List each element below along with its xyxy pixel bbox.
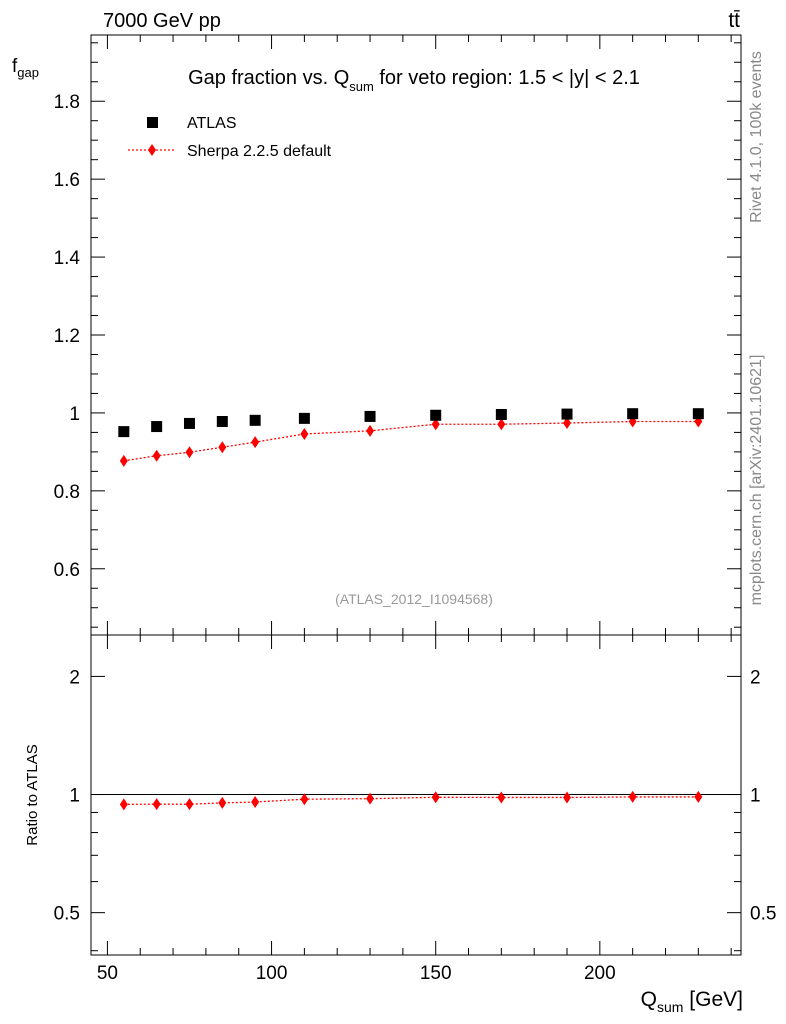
- atlas-point: [298, 412, 310, 424]
- rivet-version-label: Rivet 4.1.0, 100k events: [748, 51, 765, 223]
- atlas-point: [364, 410, 376, 422]
- energy-label: 7000 GeV pp: [103, 10, 221, 32]
- ratio-sherpa-point: [119, 798, 128, 811]
- sherpa-line: [123, 420, 699, 462]
- title-main: Gap fraction vs. Q: [188, 67, 349, 89]
- atlas-point: [692, 408, 704, 420]
- ratio-sherpa-point: [563, 791, 572, 804]
- ratio-y-tick-label-right: 1: [750, 786, 761, 807]
- ratio-y-tick-label-right: 0.5: [750, 904, 776, 925]
- main-y-tick-label: 0.6: [54, 560, 80, 581]
- sherpa-point: [497, 418, 506, 431]
- legend-sherpa-marker: [148, 144, 156, 156]
- legend-sherpa-label: Sherpa 2.2.5 default: [187, 143, 332, 160]
- analysis-tag: (ATLAS_2012_I1094568): [335, 591, 493, 607]
- xlabel-rest: [GeV]: [683, 988, 743, 1011]
- ratio-sherpa-point: [300, 793, 309, 806]
- ratio-y-tick-label: 2: [69, 667, 80, 688]
- atlas-point: [216, 415, 228, 427]
- atlas-point: [561, 408, 573, 420]
- atlas-point: [183, 417, 195, 429]
- ratio-sherpa-point: [431, 791, 440, 804]
- main-y-tick-label: 1: [69, 404, 80, 425]
- main-y-tick-label: 1.4: [54, 248, 81, 269]
- process-label: tt̄: [728, 9, 740, 32]
- ratio-y-tick-label: 0.5: [54, 904, 80, 925]
- ratio-y-tick-label-right: 2: [750, 667, 761, 688]
- legend-atlas-marker: [147, 117, 158, 128]
- sherpa-point: [431, 418, 440, 431]
- sherpa-point: [185, 446, 194, 459]
- sherpa-point: [563, 417, 572, 430]
- source-label: mcplots.cern.ch [arXiv:2401.10621]: [748, 355, 765, 606]
- atlas-point: [249, 414, 261, 426]
- main-y-tick-label: 1.2: [54, 326, 80, 347]
- ratio-sherpa-point: [628, 790, 637, 803]
- legend-atlas-label: ATLAS: [187, 115, 237, 132]
- atlas-point: [430, 409, 442, 421]
- ylabel-sub: gap: [17, 65, 39, 80]
- atlas-point: [151, 421, 163, 433]
- ratio-y-tick-label: 1: [69, 786, 80, 807]
- xlabel-sub: sum: [657, 999, 683, 1015]
- chart-marks: 50 100 150 200 0.6 0.8 1 1.2 1.4 1.6 1.8 0.5 0.5 1 1 2 2: [54, 35, 776, 984]
- main-title: Gap fraction vs. Qsum for veto region: 1…: [188, 67, 640, 94]
- sherpa-point: [251, 436, 260, 449]
- x-tick-label: 100: [256, 963, 288, 984]
- atlas-point: [495, 408, 507, 420]
- sherpa-point: [152, 449, 161, 462]
- sherpa-point: [119, 454, 128, 467]
- xlabel-main: Q: [641, 988, 657, 1011]
- x-tick-label: 200: [584, 963, 616, 984]
- main-ylabel: fgap: [12, 56, 39, 80]
- ratio-sherpa-point: [366, 792, 375, 805]
- ratio-sherpa-point: [694, 790, 703, 803]
- legend: ATLAS Sherpa 2.2.5 default: [128, 115, 332, 160]
- ratio-sherpa-point: [251, 796, 260, 809]
- atlas-point: [118, 426, 130, 438]
- title-rest: for veto region: 1.5 < |y| < 2.1: [374, 67, 640, 89]
- atlas-point: [627, 408, 639, 420]
- ratio-sherpa-point: [218, 796, 227, 809]
- xlabel: Qsum [GeV]: [641, 988, 743, 1015]
- ratio-sherpa-line: [123, 796, 699, 806]
- sherpa-point: [218, 441, 227, 454]
- main-y-tick-label: 1.6: [54, 170, 80, 191]
- sherpa-point: [300, 427, 309, 440]
- ratio-sherpa-point: [152, 798, 161, 811]
- main-y-tick-label: 0.8: [54, 482, 80, 503]
- x-tick-label: 150: [420, 963, 452, 984]
- title-sub: sum: [349, 79, 374, 94]
- sherpa-point: [366, 424, 375, 437]
- ylabel-main: f: [12, 56, 18, 77]
- main-y-tick-label: 1.8: [54, 92, 80, 113]
- x-tick-label: 50: [97, 963, 118, 984]
- ratio-sherpa-point: [185, 798, 194, 811]
- ratio-sherpa-point: [497, 791, 506, 804]
- ratio-ylabel: Ratio to ATLAS: [24, 744, 41, 845]
